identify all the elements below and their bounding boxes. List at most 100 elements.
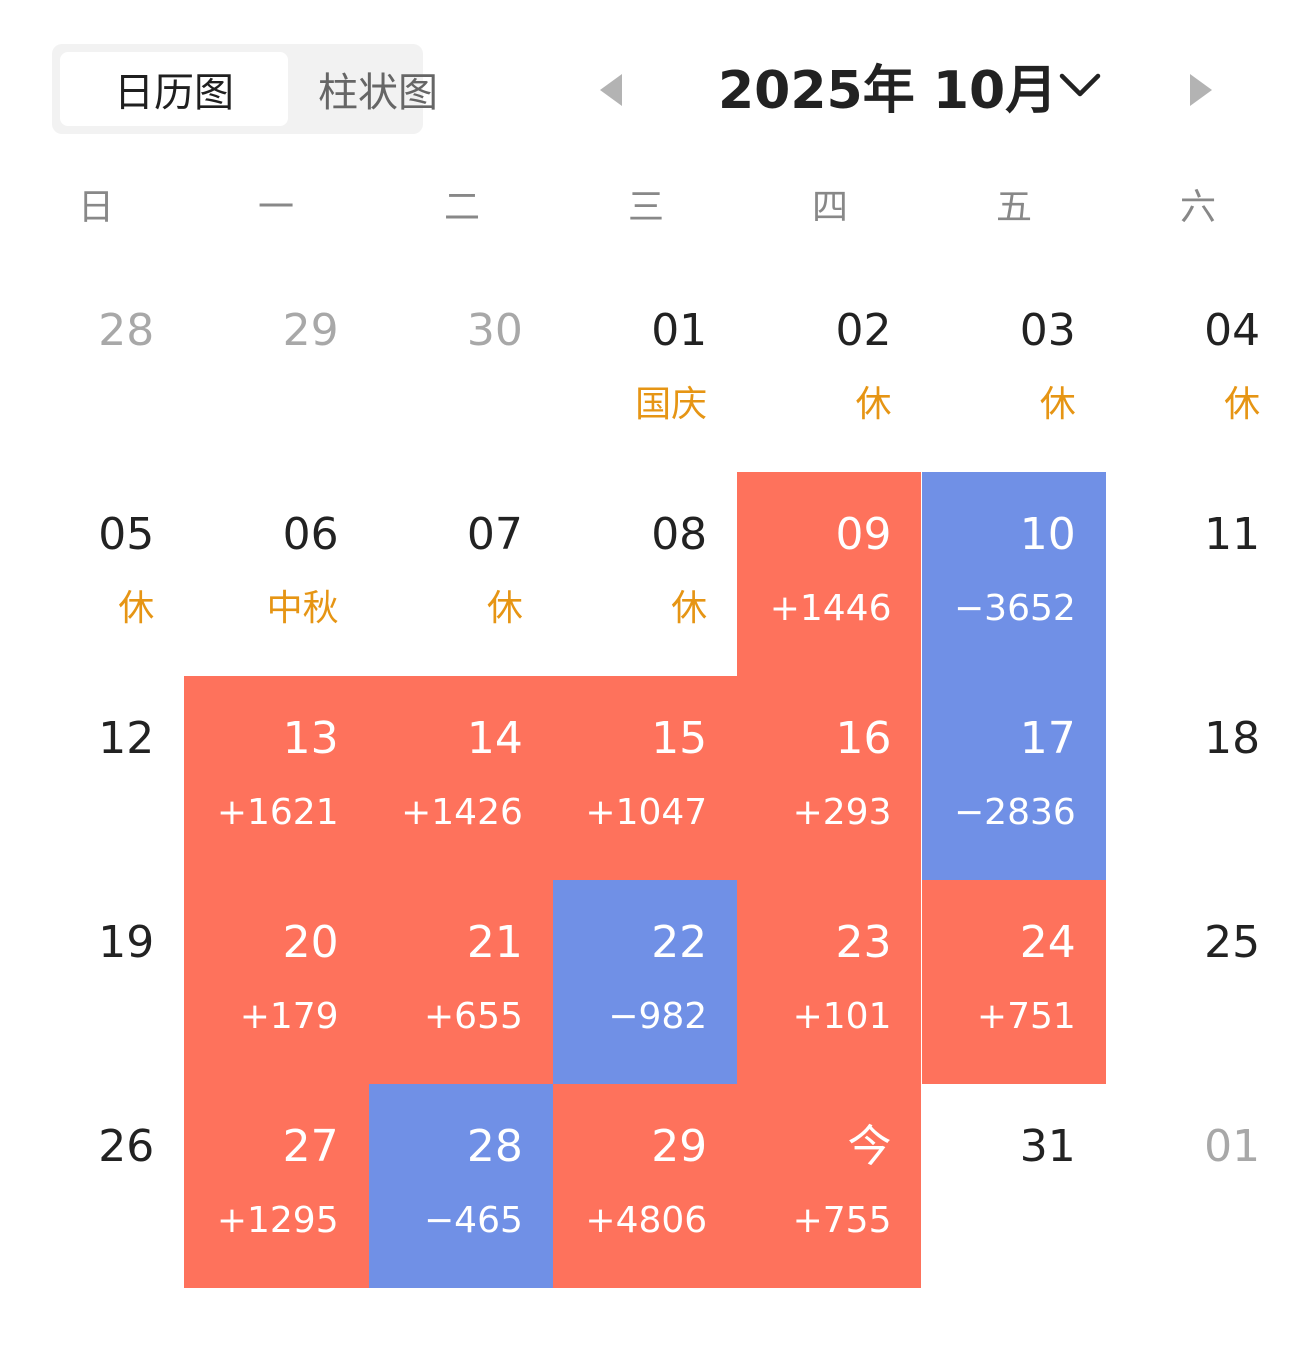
day-number: 31 — [1019, 1121, 1076, 1172]
weekday-label: 一 — [258, 187, 295, 228]
day-number: 18 — [1204, 713, 1261, 764]
day-number: 05 — [98, 509, 155, 560]
calendar-day-cell[interactable]: 29 +4806 — [552, 1084, 738, 1288]
weekday-label: 五 — [996, 187, 1033, 228]
weekday-header: 日一二三四五六 — [0, 178, 1290, 238]
day-number: 01 — [651, 305, 708, 356]
calendar-day-cell[interactable]: 04 休 — [1106, 268, 1290, 472]
calendar-day-cell[interactable]: 03 休 — [922, 268, 1106, 472]
calendar-day-cell[interactable]: 22 −982 — [552, 880, 738, 1084]
day-change-value: −465 — [424, 1200, 523, 1241]
day-number: 29 — [282, 305, 339, 356]
day-number: 12 — [98, 713, 155, 764]
calendar-day-cell[interactable]: 27 +1295 — [184, 1084, 369, 1288]
calendar-day-cell[interactable]: 10 −3652 — [921, 472, 1106, 676]
day-number: 10 — [1019, 509, 1076, 560]
day-change-value: −982 — [608, 996, 708, 1037]
day-number: 13 — [282, 713, 339, 764]
calendar-grid: 28 29 30 01 国庆 02 休 03 休 04 休 05 休 06 中秋 07 休 08 休 09 +1446 1… — [0, 268, 1290, 1298]
day-change-value: +179 — [239, 996, 339, 1037]
day-change-value: +755 — [792, 1200, 892, 1241]
holiday-label: 国庆 — [635, 384, 708, 425]
calendar-day-cell[interactable]: 17 −2836 — [921, 676, 1106, 880]
holiday-label: 休 — [118, 588, 155, 629]
day-number: 08 — [651, 509, 708, 560]
day-number: 11 — [1204, 509, 1261, 560]
day-change-value: +1047 — [585, 792, 708, 833]
day-number: 16 — [835, 713, 892, 764]
day-change-value: +101 — [792, 996, 892, 1037]
day-number: 06 — [282, 509, 339, 560]
calendar-day-cell[interactable]: 23 +101 — [737, 880, 922, 1084]
month-title[interactable]: 2025年 10月 — [718, 61, 1058, 121]
calendar-day-cell[interactable]: 14 +1426 — [368, 676, 553, 880]
weekday-label: 六 — [1180, 187, 1217, 228]
weekday-label: 三 — [628, 187, 665, 228]
calendar-day-cell[interactable]: 06 中秋 — [184, 472, 368, 676]
day-number: 15 — [651, 713, 708, 764]
calendar-view-tab[interactable]: 日历图 — [60, 52, 288, 126]
calendar-day-cell[interactable]: 28 −465 — [368, 1084, 553, 1288]
weekday-label: 四 — [812, 187, 849, 228]
calendar-day-cell[interactable]: 20 +179 — [184, 880, 369, 1084]
calendar-day-cell[interactable]: 31 — [922, 1084, 1106, 1288]
calendar-day-cell[interactable]: 29 — [184, 268, 368, 472]
day-number: 27 — [282, 1121, 339, 1172]
calendar-day-cell[interactable]: 01 — [1106, 1084, 1290, 1288]
weekday-label: 日 — [78, 187, 115, 228]
day-number: 07 — [466, 509, 523, 560]
day-number: 09 — [835, 509, 892, 560]
calendar-day-cell[interactable]: 今 +755 — [737, 1084, 922, 1288]
view-toggle: 日历图 柱状图 — [52, 44, 438, 134]
calendar-day-cell[interactable]: 02 休 — [737, 268, 921, 472]
day-number: 28 — [98, 305, 155, 356]
day-change-value: +1295 — [216, 1200, 339, 1241]
calendar-day-cell[interactable]: 15 +1047 — [552, 676, 738, 880]
day-number: 22 — [651, 917, 708, 968]
holiday-label: 休 — [1039, 384, 1076, 425]
day-number: 25 — [1204, 917, 1261, 968]
calendar-day-cell[interactable]: 30 — [369, 268, 553, 472]
calendar-day-cell[interactable]: 25 — [1106, 880, 1290, 1084]
calendar-day-cell[interactable]: 28 — [0, 268, 184, 472]
weekday-label: 二 — [444, 187, 481, 228]
day-number: 17 — [1019, 713, 1076, 764]
chevron-down-icon[interactable] — [1056, 66, 1104, 106]
day-number: 30 — [466, 305, 523, 356]
day-change-value: −2836 — [954, 792, 1076, 833]
calendar-day-cell[interactable]: 08 休 — [553, 472, 737, 676]
holiday-label: 休 — [486, 588, 523, 629]
day-number: 24 — [1019, 917, 1076, 968]
calendar-day-cell[interactable]: 05 休 — [0, 472, 184, 676]
day-number: 26 — [98, 1121, 155, 1172]
day-number: 28 — [466, 1121, 523, 1172]
day-change-value: +1446 — [769, 588, 892, 629]
day-change-value: +655 — [424, 996, 523, 1037]
day-change-value: +751 — [976, 996, 1076, 1037]
day-number: 04 — [1204, 305, 1261, 356]
holiday-label: 休 — [1224, 384, 1261, 425]
day-change-value: −3652 — [954, 588, 1076, 629]
calendar-day-cell[interactable]: 09 +1446 — [737, 472, 922, 676]
calendar-day-cell[interactable]: 07 休 — [369, 472, 553, 676]
calendar-day-cell[interactable]: 16 +293 — [737, 676, 922, 880]
calendar-day-cell[interactable]: 19 — [0, 880, 184, 1084]
bar-chart-view-tab[interactable]: 柱状图 — [318, 70, 438, 116]
triangle-left-icon[interactable] — [598, 72, 624, 108]
calendar-day-cell[interactable]: 12 — [0, 676, 184, 880]
day-number: 21 — [466, 917, 523, 968]
calendar-day-cell[interactable]: 18 — [1106, 676, 1290, 880]
calendar-day-cell[interactable]: 26 — [0, 1084, 184, 1288]
day-change-value: +1426 — [401, 792, 523, 833]
day-change-value: +293 — [792, 792, 892, 833]
day-number: 29 — [651, 1121, 708, 1172]
calendar-day-cell[interactable]: 13 +1621 — [184, 676, 369, 880]
holiday-label: 休 — [671, 588, 708, 629]
day-number: 01 — [1204, 1121, 1261, 1172]
triangle-right-icon[interactable] — [1188, 72, 1214, 108]
calendar-day-cell[interactable]: 21 +655 — [368, 880, 553, 1084]
calendar-day-cell[interactable]: 24 +751 — [921, 880, 1106, 1084]
day-number: 23 — [835, 917, 892, 968]
calendar-day-cell[interactable]: 11 — [1106, 472, 1290, 676]
calendar-day-cell[interactable]: 01 国庆 — [553, 268, 737, 472]
